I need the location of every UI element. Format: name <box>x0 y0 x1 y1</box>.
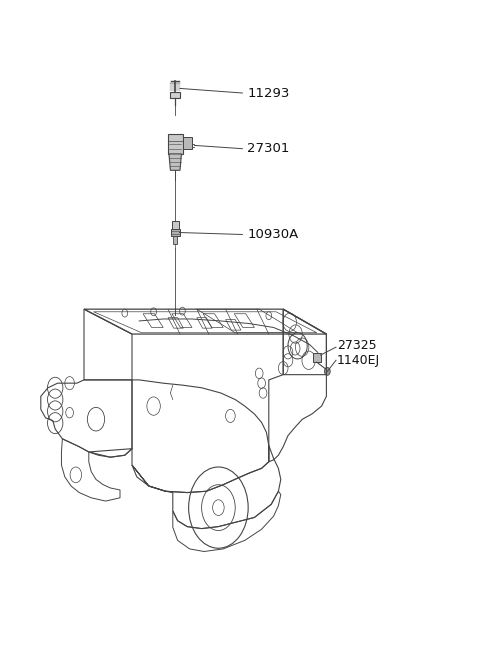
Bar <box>171 229 180 236</box>
Text: 27301: 27301 <box>247 142 289 155</box>
Bar <box>170 92 180 98</box>
Bar <box>172 221 179 229</box>
Text: 10930A: 10930A <box>247 228 299 241</box>
Bar <box>168 134 183 154</box>
Polygon shape <box>169 154 181 170</box>
Circle shape <box>324 367 330 375</box>
Text: 27325: 27325 <box>337 339 377 352</box>
Bar <box>313 353 321 362</box>
Bar <box>173 236 177 244</box>
Bar <box>183 137 192 149</box>
Text: 1140EJ: 1140EJ <box>337 354 380 367</box>
Text: 11293: 11293 <box>247 86 289 100</box>
